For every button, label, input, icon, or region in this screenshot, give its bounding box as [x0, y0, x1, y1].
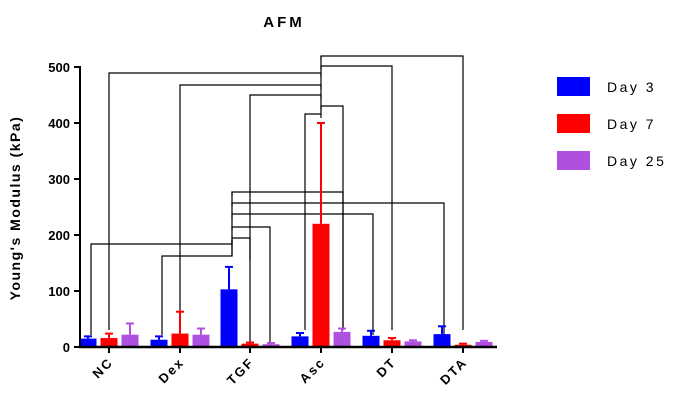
x-tick-label: Asc [296, 355, 328, 387]
significance-bracket [231, 202, 445, 335]
x-tick-label: NC [89, 355, 116, 382]
bar [383, 340, 401, 347]
bar [241, 343, 259, 347]
y-tick-label: 500 [48, 60, 70, 75]
bars [79, 223, 493, 347]
y-tick-label: 100 [48, 284, 70, 299]
error-bars [84, 122, 488, 345]
bar [171, 333, 189, 347]
bar [404, 341, 422, 347]
bar [262, 344, 280, 347]
bar [192, 334, 210, 347]
bar [312, 223, 330, 347]
x-tick-label: Dex [155, 355, 187, 387]
significance-brackets [90, 55, 464, 346]
x-tick-label: DTA [437, 355, 470, 388]
y-tick-label: 400 [48, 116, 70, 131]
y-tick-label: 200 [48, 228, 70, 243]
bar [150, 339, 168, 347]
bar [291, 336, 309, 347]
bar [100, 338, 118, 347]
legend-label: Day 7 [607, 116, 656, 132]
legend-label: Day 25 [607, 153, 666, 169]
y-tick-label: 0 [63, 340, 70, 355]
significance-bracket [231, 226, 271, 346]
x-tick-label: DT [373, 355, 399, 381]
legend: Day 3 Day 7 Day 25 [557, 77, 666, 170]
legend-swatch [557, 114, 590, 133]
bar [121, 334, 139, 347]
legend-label: Day 3 [607, 79, 656, 95]
significance-bracket [249, 94, 322, 260]
significance-bracket [231, 213, 374, 335]
significance-bracket [108, 72, 322, 330]
y-axis-label: Young's Modulus (kPa) [7, 116, 23, 301]
bar [433, 334, 451, 347]
chart-title: AFM [263, 14, 305, 31]
bar [220, 289, 238, 347]
significance-bracket [304, 113, 322, 330]
legend-swatch [557, 77, 590, 96]
legend-swatch [557, 151, 590, 170]
bar [475, 341, 493, 347]
bar [79, 338, 97, 347]
y-tick-label: 300 [48, 172, 70, 187]
bar [333, 331, 351, 347]
bar [362, 335, 380, 347]
x-tick-label: TGF [224, 355, 257, 388]
